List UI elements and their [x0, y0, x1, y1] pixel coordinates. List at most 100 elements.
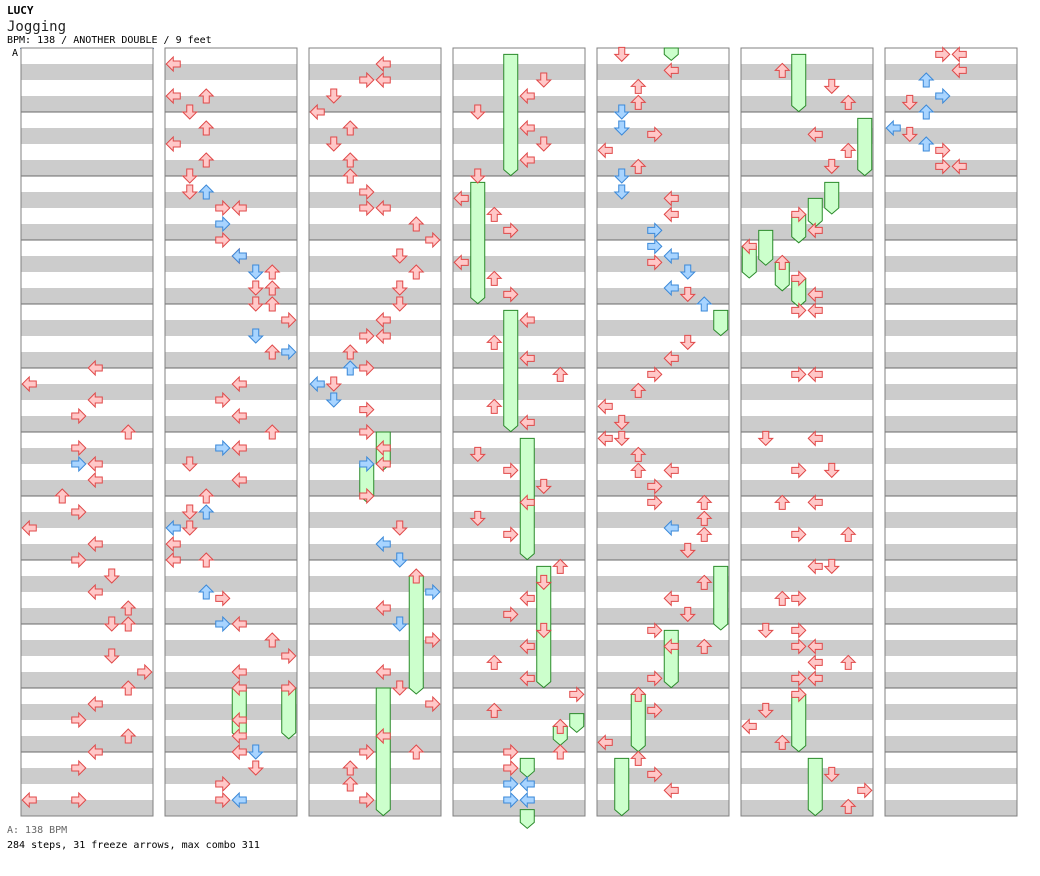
beat-stripe — [309, 432, 441, 448]
step-arrow-right — [791, 526, 807, 543]
beat-stripe — [885, 416, 1017, 432]
beat-stripe — [885, 432, 1017, 448]
step-arrow-down — [901, 94, 918, 111]
beat-stripe — [453, 336, 585, 352]
step-arrow-up — [774, 254, 791, 270]
beat-stripe — [741, 688, 873, 704]
beat-stripe — [21, 624, 153, 640]
chart-panel-7 — [884, 47, 1018, 817]
beat-stripe — [741, 608, 873, 624]
step-arrow-down — [679, 542, 696, 559]
step-arrow-down — [535, 574, 552, 591]
beat-stripe — [453, 320, 585, 336]
step-arrow-right — [71, 407, 87, 425]
freeze-arrow — [503, 309, 519, 433]
step-arrow-left — [663, 590, 679, 607]
beat-stripe — [453, 784, 585, 800]
step-arrow-right — [791, 206, 807, 223]
beat-stripe — [21, 208, 153, 224]
beat-stripe — [165, 704, 297, 720]
beat-stripe — [309, 288, 441, 304]
beat-stripe — [309, 160, 441, 176]
step-arrow-right — [215, 615, 231, 633]
freeze-arrow — [519, 757, 535, 778]
beat-stripe — [165, 112, 297, 128]
step-arrow-up — [630, 446, 647, 462]
freeze-arrow — [713, 565, 729, 631]
beat-stripe — [165, 272, 297, 288]
beat-stripe — [885, 640, 1017, 656]
step-arrow-left — [453, 254, 469, 271]
step-arrow-right — [215, 590, 231, 607]
freeze-arrow — [824, 181, 840, 215]
beat-stripe — [597, 688, 729, 704]
beat-stripe — [885, 528, 1017, 544]
step-arrow-left — [951, 158, 967, 175]
step-arrow-left — [663, 519, 679, 537]
freeze-arrow — [470, 181, 486, 305]
beat-stripe — [453, 656, 585, 672]
step-arrow-right — [359, 327, 375, 345]
step-arrow-left — [375, 55, 391, 73]
beat-stripe — [453, 736, 585, 752]
beat-stripe — [885, 688, 1017, 704]
step-arrow-right — [503, 526, 519, 543]
step-arrow-down — [391, 280, 408, 296]
step-arrow-right — [791, 302, 807, 319]
step-arrow-up — [198, 88, 215, 104]
step-arrow-up — [552, 366, 569, 382]
beat-stripe — [597, 560, 729, 576]
step-arrow-up — [198, 120, 215, 136]
beat-stripe — [453, 176, 585, 192]
beat-stripe — [597, 48, 729, 64]
beat-stripe — [309, 768, 441, 784]
beat-stripe — [21, 240, 153, 256]
beat-stripe — [741, 432, 873, 448]
beat-stripe — [309, 304, 441, 320]
beat-stripe — [597, 544, 729, 560]
beat-stripe — [165, 560, 297, 576]
step-arrow-right — [503, 791, 519, 809]
beat-stripe — [21, 288, 153, 304]
beat-stripe — [165, 128, 297, 144]
beat-stripe — [453, 688, 585, 704]
step-arrow-left — [231, 727, 247, 745]
step-arrow-right — [71, 759, 87, 777]
step-arrow-down — [247, 744, 264, 760]
beat-stripe — [741, 384, 873, 400]
step-arrow-up — [840, 94, 857, 110]
step-arrow-up — [918, 136, 935, 152]
step-arrow-up — [840, 142, 857, 158]
beat-stripe — [453, 160, 585, 176]
beat-stripe — [21, 384, 153, 400]
step-arrow-left — [375, 327, 391, 345]
beat-stripe — [453, 752, 585, 768]
beat-stripe — [309, 464, 441, 480]
beat-stripe — [741, 512, 873, 528]
beat-stripe — [165, 528, 297, 544]
step-arrow-down — [613, 430, 630, 447]
beat-stripe — [21, 192, 153, 208]
step-arrow-up — [630, 158, 647, 174]
beat-stripe — [309, 272, 441, 288]
step-arrow-left — [519, 87, 535, 105]
beat-stripe — [885, 368, 1017, 384]
beat-stripe — [165, 624, 297, 640]
step-arrow-right — [503, 743, 519, 761]
beat-stripe — [21, 112, 153, 128]
bpm-legend: A: 138 BPM — [7, 825, 68, 836]
step-arrow-down — [103, 648, 120, 664]
beat-stripe — [453, 512, 585, 528]
step-arrow-down — [679, 606, 696, 623]
step-arrow-down — [823, 78, 840, 95]
step-arrow-up — [840, 654, 857, 670]
step-arrow-right — [215, 199, 231, 217]
beat-stripe — [21, 352, 153, 368]
beat-stripe — [453, 432, 585, 448]
step-arrow-left — [519, 670, 535, 687]
beat-stripe — [309, 704, 441, 720]
beat-stripe — [165, 736, 297, 752]
step-arrow-left — [165, 87, 181, 105]
step-arrow-left — [741, 238, 757, 255]
step-arrow-down — [679, 334, 696, 351]
